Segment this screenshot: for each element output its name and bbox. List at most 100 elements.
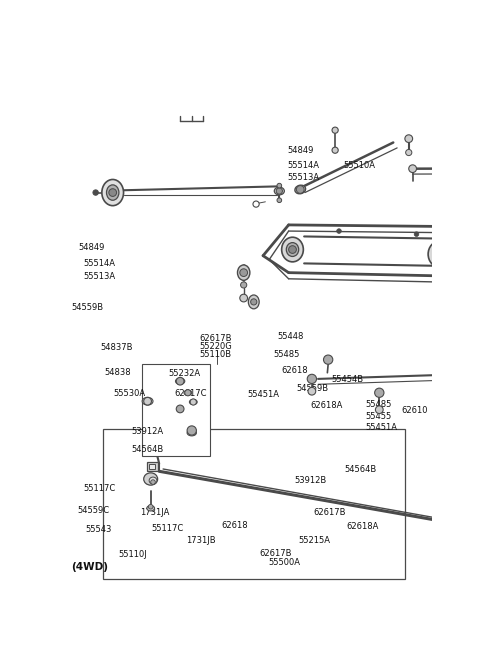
Circle shape [240,282,247,288]
Ellipse shape [274,187,284,195]
Text: 55451A: 55451A [247,390,279,399]
Circle shape [296,185,304,193]
Circle shape [324,355,333,364]
Text: 54849: 54849 [287,146,313,155]
Circle shape [109,189,117,196]
Ellipse shape [190,400,197,405]
Ellipse shape [176,378,185,384]
Circle shape [276,188,282,194]
Text: 55215A: 55215A [298,536,330,545]
Text: 54559B: 54559B [297,384,329,393]
Bar [147,462,157,470]
Text: 55500A: 55500A [268,558,300,567]
Text: 62618A: 62618A [310,401,342,410]
Text: 55117C: 55117C [84,483,116,493]
Ellipse shape [238,265,250,280]
Text: 1731JB: 1731JB [186,536,216,545]
Text: 62610: 62610 [401,406,428,415]
Text: 55543: 55543 [85,525,112,534]
Text: 55448: 55448 [277,332,304,341]
Bar [149,464,156,469]
Text: 55451A: 55451A [365,423,397,432]
Circle shape [409,165,417,172]
Text: 54564B: 54564B [345,465,377,474]
Ellipse shape [107,185,119,200]
Circle shape [414,232,419,236]
Ellipse shape [142,398,153,405]
Ellipse shape [428,241,451,267]
Ellipse shape [149,477,157,484]
Text: 53912A: 53912A [132,427,164,436]
Text: 54564B: 54564B [132,445,164,455]
Text: 62618: 62618 [222,521,249,530]
Text: 55513A: 55513A [84,272,116,281]
Bar [142,364,210,456]
Ellipse shape [184,390,192,396]
Text: 62618A: 62618A [347,522,379,531]
Ellipse shape [147,506,155,511]
Bar [103,429,405,579]
Text: 55455: 55455 [365,412,391,421]
Text: 55454B: 55454B [332,375,364,384]
Circle shape [148,504,153,509]
Text: 55530A: 55530A [113,389,145,398]
Ellipse shape [248,295,259,309]
Text: 55117C: 55117C [151,525,183,533]
Circle shape [240,269,248,276]
Text: 54849: 54849 [78,242,105,252]
Text: 54559B: 54559B [71,303,103,312]
Ellipse shape [295,185,306,194]
Circle shape [190,399,196,405]
Text: 55514A: 55514A [84,259,115,268]
Text: 62617B: 62617B [259,549,291,558]
Text: 55232A: 55232A [168,369,200,378]
Ellipse shape [187,430,196,436]
Circle shape [375,388,384,398]
Text: 55110J: 55110J [118,550,147,559]
Circle shape [151,479,156,485]
Text: 62617B: 62617B [313,508,346,517]
Circle shape [308,387,316,395]
Text: 55220G: 55220G [199,343,232,352]
Text: 55513A: 55513A [287,173,319,182]
Text: 55110B: 55110B [199,350,231,360]
Text: 62617B: 62617B [199,334,232,343]
Circle shape [253,201,259,207]
Text: 1731JA: 1731JA [140,508,169,517]
Text: (4WD): (4WD) [71,562,108,572]
Circle shape [277,183,282,188]
Circle shape [336,229,341,233]
Ellipse shape [433,246,446,262]
Circle shape [93,190,98,195]
Ellipse shape [102,179,123,206]
Circle shape [187,426,196,435]
Text: 53912B: 53912B [294,476,326,485]
Circle shape [144,398,152,405]
Circle shape [176,405,184,413]
Circle shape [307,374,316,384]
Circle shape [240,294,248,302]
Text: 54559C: 54559C [78,506,110,515]
Text: 55485: 55485 [273,350,300,360]
Circle shape [332,127,338,133]
Ellipse shape [282,237,303,262]
Circle shape [332,147,338,153]
Circle shape [436,250,444,258]
Text: 62617C: 62617C [174,389,207,398]
Circle shape [176,377,184,385]
Text: 55485: 55485 [365,400,391,409]
Text: 54837B: 54837B [100,343,133,352]
Ellipse shape [144,473,157,485]
Text: 55510A: 55510A [344,161,375,170]
Circle shape [375,406,383,413]
Circle shape [405,135,413,143]
Circle shape [288,246,296,253]
Circle shape [251,299,257,305]
Text: 62618: 62618 [281,365,308,375]
Circle shape [277,198,282,202]
Circle shape [185,390,191,396]
Text: 54838: 54838 [104,367,131,377]
Ellipse shape [286,242,299,257]
Circle shape [406,149,412,156]
Text: 55514A: 55514A [287,161,319,170]
